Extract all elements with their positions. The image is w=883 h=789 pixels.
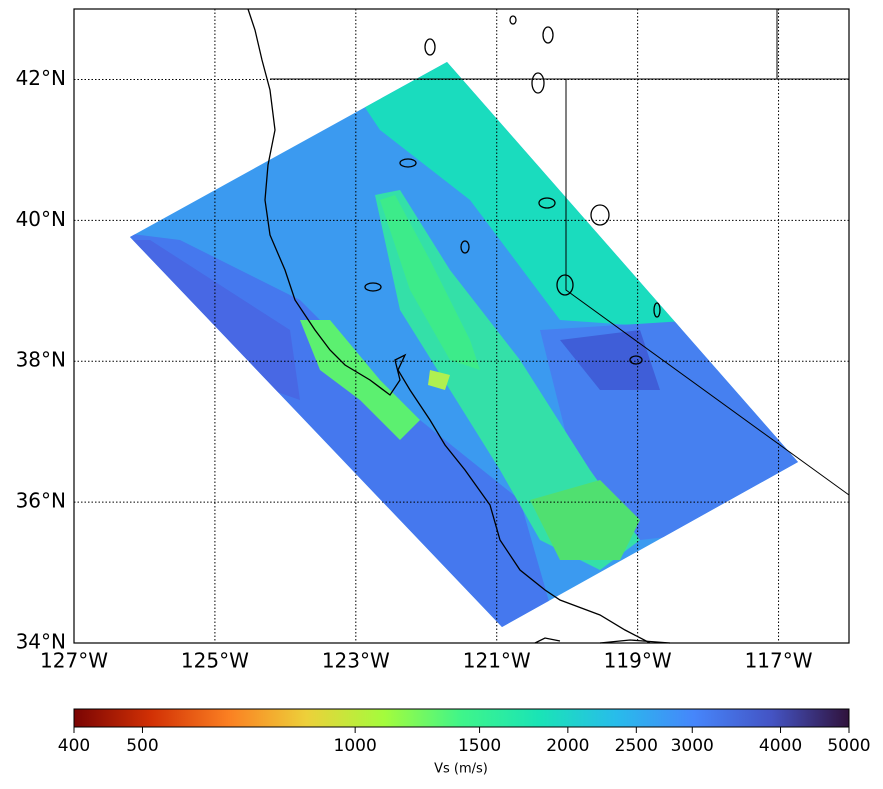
- colorbar: [73, 708, 850, 728]
- y-tick-label: 34°N: [16, 630, 66, 654]
- coastline: [247, 8, 671, 644]
- colorbar-tick-label: 500: [126, 736, 158, 756]
- x-tick-label: 125°W: [181, 649, 249, 673]
- x-tick-label: 123°W: [322, 649, 390, 673]
- y-tick-label: 38°N: [16, 348, 66, 372]
- x-tick-label: 119°W: [604, 649, 672, 673]
- y-tick-label: 36°N: [16, 489, 66, 513]
- colorbar-tick-label: 3000: [671, 736, 714, 756]
- colorbar-tick-label: 4000: [759, 736, 802, 756]
- colorbar-tick-label: 2000: [546, 736, 589, 756]
- colorbar-tick-label: 5000: [827, 736, 870, 756]
- colorbar-label: Vs (m/s): [434, 762, 488, 777]
- x-tick-label: 127°W: [40, 649, 108, 673]
- map-frame: [73, 8, 850, 644]
- y-tick-label: 42°N: [16, 66, 66, 90]
- state-borders: [270, 9, 850, 496]
- model-region: [130, 62, 798, 627]
- colorbar-tick-label: 400: [58, 736, 90, 756]
- x-tick-label: 117°W: [745, 649, 813, 673]
- colorbar-tick-label: 1500: [458, 736, 501, 756]
- x-tick-label: 121°W: [463, 649, 531, 673]
- colorbar-tick-label: 1000: [334, 736, 377, 756]
- colorbar-tick-label: 2500: [615, 736, 658, 756]
- y-tick-label: 40°N: [16, 207, 66, 231]
